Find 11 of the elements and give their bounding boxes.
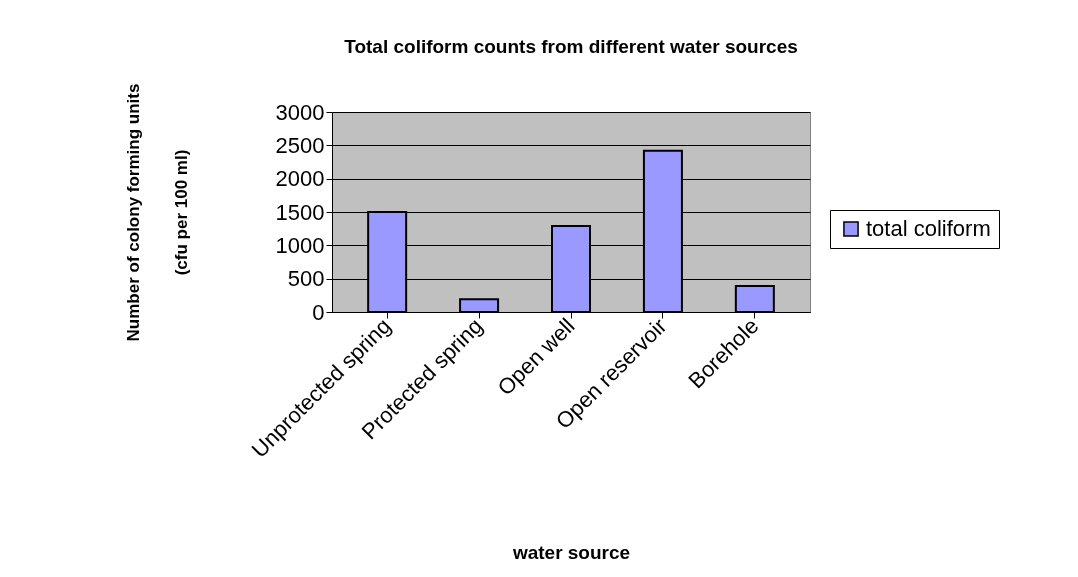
text: Number of colony forming units (cfu per 100 ml) [123,83,191,342]
y-tick-label: 1000 [275,232,325,258]
y-tick-label: 2500 [275,132,325,158]
chart-title: Total coliform counts from different water sources [344,36,798,58]
y-tick-label: 500 [287,266,325,292]
y-tick-label: 1500 [275,199,325,225]
y-tick-label: 3000 [275,99,325,125]
y-tick-label: 2000 [275,166,325,192]
legend-label: total coliform [866,216,991,241]
y-tick-label: 0 [312,299,325,325]
x-axis-title: water source [511,541,631,563]
